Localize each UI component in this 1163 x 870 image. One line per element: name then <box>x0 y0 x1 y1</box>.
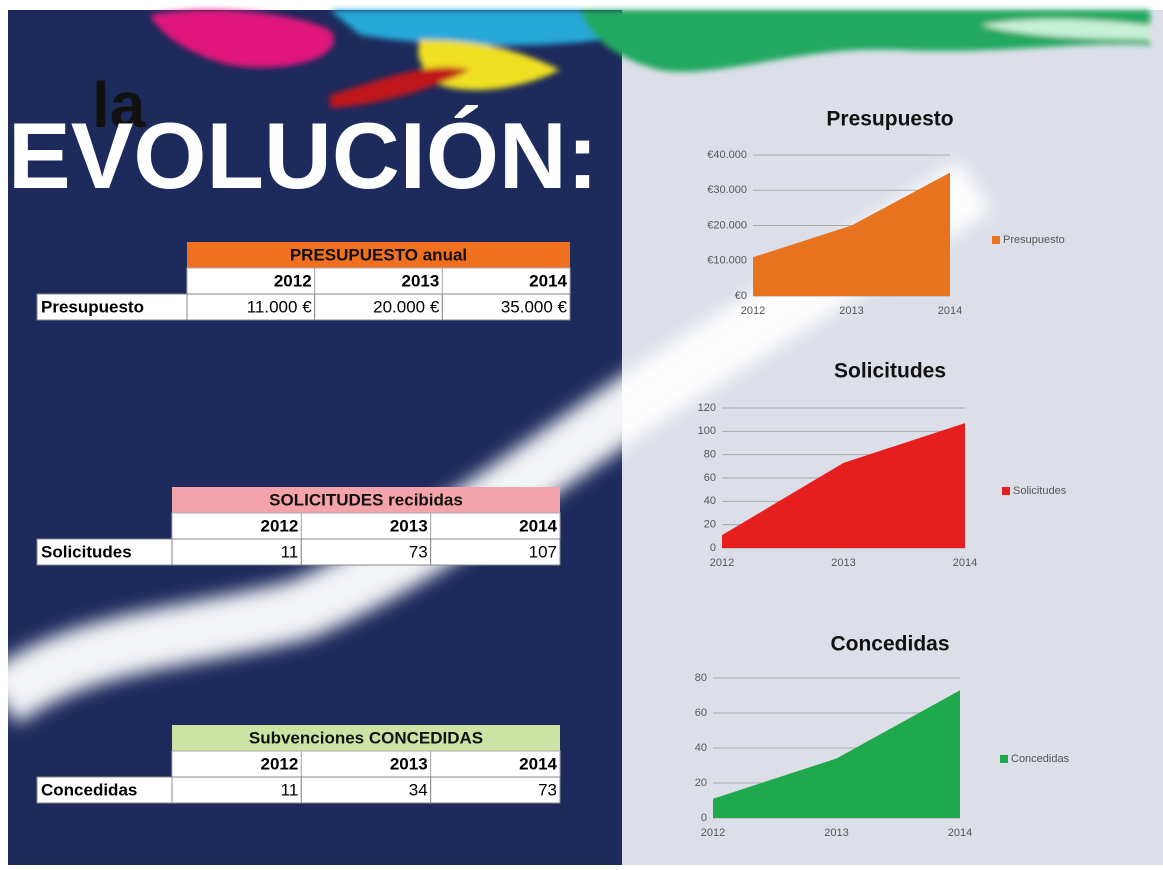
y-tick-label: €20.000 <box>707 219 747 231</box>
y-tick-label: 120 <box>698 402 716 414</box>
x-tick-label: 2012 <box>741 305 765 317</box>
legend-label: Solicitudes <box>1013 485 1067 497</box>
x-tick-label: 2013 <box>824 827 848 839</box>
y-tick-label: 80 <box>695 672 707 684</box>
row-label: Presupuesto <box>41 297 144 316</box>
y-tick-label: 0 <box>710 542 716 554</box>
cell-value: 11.000 € <box>247 297 312 316</box>
cell-value: 73 <box>538 780 557 799</box>
year-label: 2012 <box>274 271 312 290</box>
table-title: Subvenciones CONCEDIDAS <box>249 728 483 747</box>
legend-swatch <box>1000 755 1008 763</box>
chart-title: Concedidas <box>830 633 949 656</box>
heading-line2: EVOLUCIÓN: <box>8 103 598 208</box>
legend-swatch <box>1002 487 1010 495</box>
x-tick-label: 2014 <box>953 557 977 569</box>
y-tick-label: 60 <box>704 472 716 484</box>
year-label: 2013 <box>402 271 440 290</box>
y-tick-label: €30.000 <box>707 184 747 196</box>
chart-title: Solicitudes <box>834 360 946 383</box>
y-tick-label: €40.000 <box>707 149 747 161</box>
year-label: 2013 <box>390 516 428 535</box>
x-tick-label: 2013 <box>839 305 863 317</box>
table-title: PRESUPUESTO anual <box>290 245 467 264</box>
legend-swatch <box>992 236 1000 244</box>
y-tick-label: 20 <box>695 777 707 789</box>
year-label: 2014 <box>519 754 557 773</box>
x-tick-label: 2012 <box>710 557 734 569</box>
y-tick-label: 40 <box>704 495 716 507</box>
x-tick-label: 2014 <box>938 305 962 317</box>
year-label: 2014 <box>519 516 557 535</box>
slide: la EVOLUCIÓN: PRESUPUESTO anualPresupues… <box>0 0 1163 865</box>
cell-value: 11 <box>281 542 299 561</box>
y-tick-label: €0 <box>735 290 747 302</box>
x-tick-label: 2012 <box>701 827 725 839</box>
cell-value: 35.000 € <box>501 297 568 316</box>
legend-label: Concedidas <box>1011 753 1070 765</box>
cell-value: 107 <box>529 542 557 561</box>
y-tick-label: 40 <box>695 742 707 754</box>
y-tick-label: €10.000 <box>707 255 747 267</box>
x-tick-label: 2013 <box>831 557 855 569</box>
legend-label: Presupuesto <box>1003 234 1065 246</box>
y-tick-label: 60 <box>695 707 707 719</box>
row-label: Concedidas <box>41 780 137 799</box>
y-tick-label: 0 <box>701 812 707 824</box>
y-tick-label: 20 <box>704 519 716 531</box>
y-tick-label: 80 <box>704 449 716 461</box>
year-label: 2013 <box>390 754 428 773</box>
table-title: SOLICITUDES recibidas <box>269 490 463 509</box>
row-label: Solicitudes <box>41 542 132 561</box>
cell-value: 73 <box>409 542 428 561</box>
year-label: 2012 <box>261 754 299 773</box>
chart-title: Presupuesto <box>826 108 953 131</box>
y-tick-label: 100 <box>698 425 716 437</box>
cell-value: 20.000 € <box>373 297 440 316</box>
cell-value: 34 <box>409 780 428 799</box>
cell-value: 11 <box>281 780 299 799</box>
year-label: 2014 <box>529 271 567 290</box>
x-tick-label: 2014 <box>948 827 972 839</box>
year-label: 2012 <box>261 516 299 535</box>
